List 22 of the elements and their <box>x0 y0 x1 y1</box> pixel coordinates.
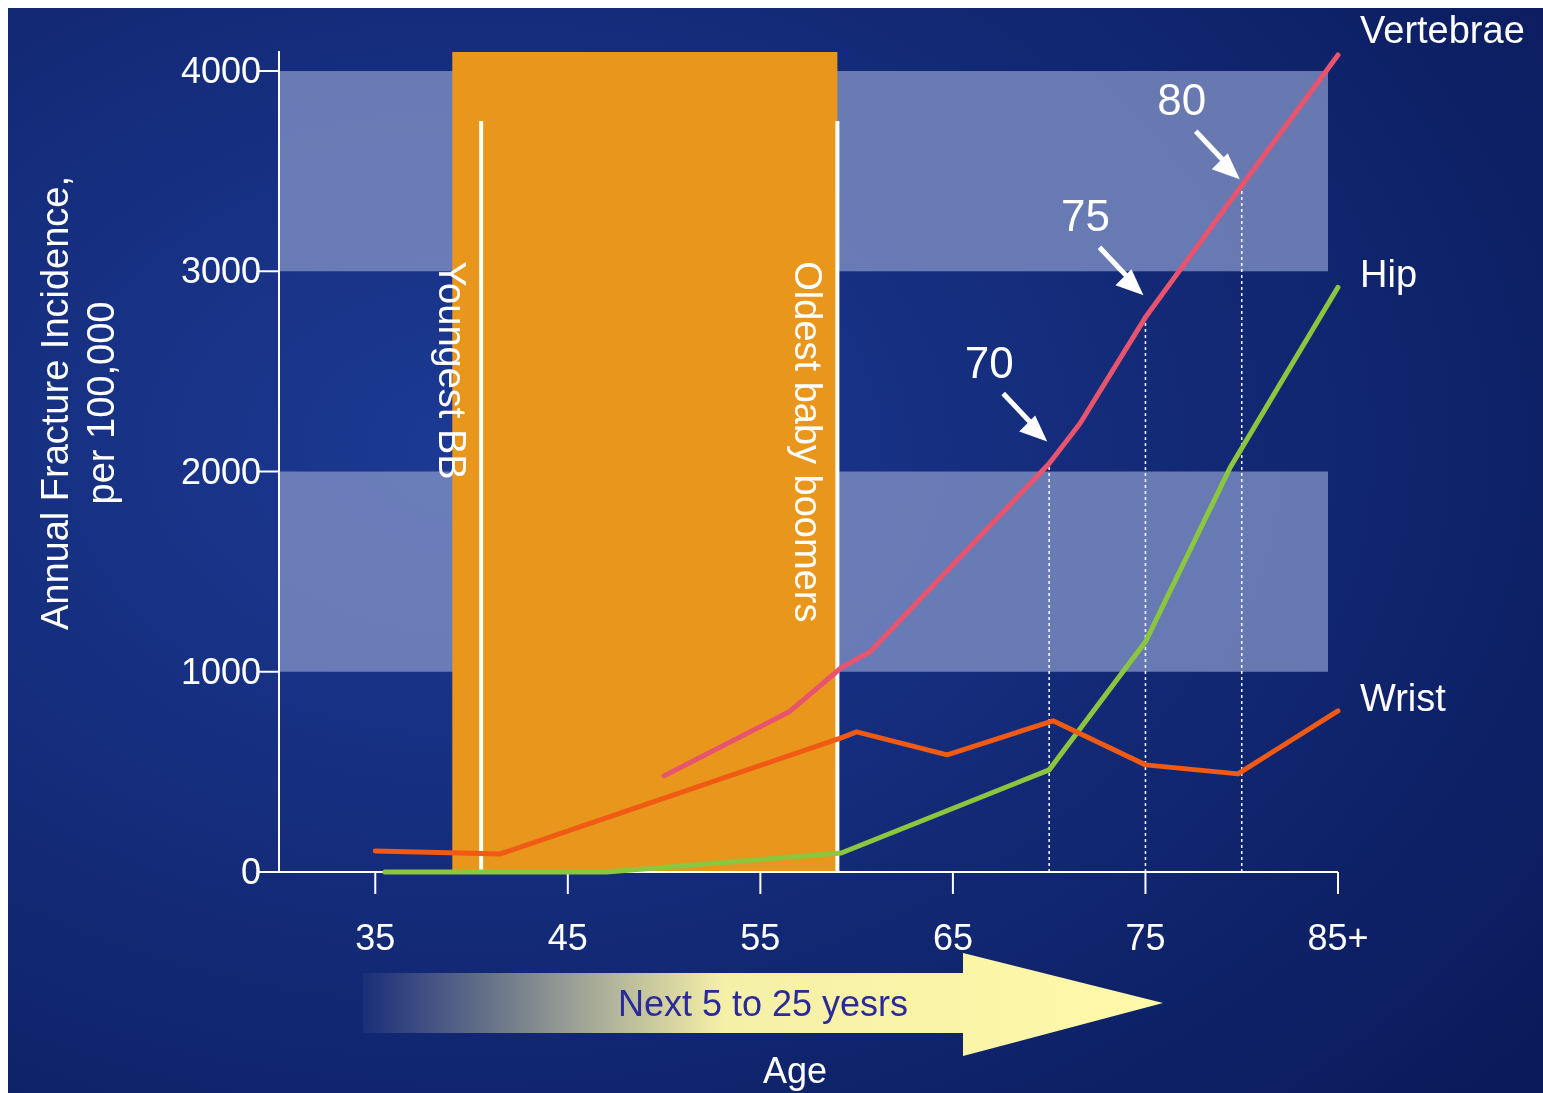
y-tick-label: 2000 <box>180 450 261 492</box>
x-tick-label: 65 <box>932 917 973 958</box>
ref-line-label: Oldest baby boomers <box>787 261 830 623</box>
annotation: 80 <box>1157 75 1207 125</box>
y-axis-title: Annual Fracture Incidence, per 100,000 <box>34 175 122 631</box>
text: Next 5 to 25 yesrs <box>617 983 909 1024</box>
x-tick-label: 35 <box>355 917 396 958</box>
y-tick-label: 0 <box>240 851 261 892</box>
series-label: Vertebrae <box>1360 9 1525 51</box>
ref-line-label: Youngest BB <box>431 261 474 480</box>
series-label: Wrist <box>1360 676 1447 719</box>
x-axis-title: Age <box>762 1050 828 1091</box>
x-tick-label: 55 <box>740 917 781 958</box>
x-tick-label: 45 <box>547 917 588 958</box>
y-tick-label: 1000 <box>180 650 261 692</box>
annotation: 75 <box>1060 191 1110 241</box>
y-tick-label: 3000 <box>180 250 261 292</box>
x-tick-label: 75 <box>1125 917 1166 958</box>
series-label: Hip <box>1360 253 1418 296</box>
annotation: 70 <box>964 337 1014 387</box>
x-tick-label: 85+ <box>1307 917 1369 958</box>
y-tick-label: 4000 <box>180 50 261 92</box>
